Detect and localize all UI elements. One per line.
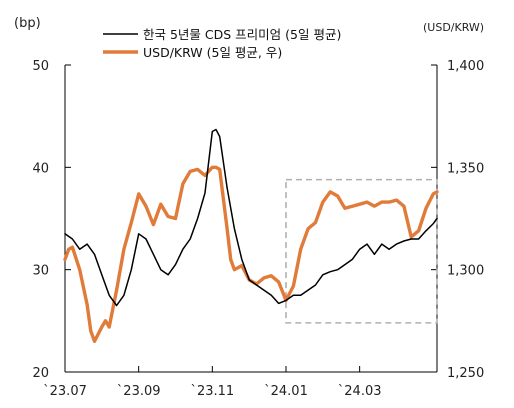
left-tick-label: 30 [32, 264, 49, 279]
highlight-box [285, 178, 438, 324]
legend-label-cds: 한국 5년물 CDS 프리미엄 (5일 평균) [143, 27, 341, 42]
series-line-cds [64, 128, 438, 307]
right-tick-label: 1,250 [447, 366, 484, 381]
right-tick-label: 1,400 [447, 59, 484, 74]
left-tick-label: 40 [32, 161, 49, 176]
legend-label-usdkrw: USD/KRW (5일 평균, 우) [143, 45, 282, 60]
x-tick-label: `24.01 [264, 384, 308, 399]
left-axis-ticks: 20 30 40 50 [32, 59, 71, 381]
left-tick-label: 50 [32, 59, 49, 74]
x-tick-label: `23.09 [117, 384, 161, 399]
right-tick-label: 1,300 [447, 264, 484, 279]
x-tick-label: `23.11 [190, 384, 234, 399]
left-tick-label: 20 [32, 366, 49, 381]
x-tick-label: `24.03 [338, 384, 382, 399]
right-axis-unit: (USD/KRW) [423, 21, 484, 34]
right-tick-label: 1,350 [447, 161, 484, 176]
x-tick-label: `23.07 [43, 384, 87, 399]
series-line-usdkrw [63, 165, 439, 343]
right-axis-ticks: 1,250 1,300 1,350 1,400 [431, 59, 484, 381]
x-axis-ticks: `23.07 `23.09 `23.11 `24.01 `24.03 [43, 366, 382, 399]
left-axis-unit: (bp) [14, 16, 41, 31]
